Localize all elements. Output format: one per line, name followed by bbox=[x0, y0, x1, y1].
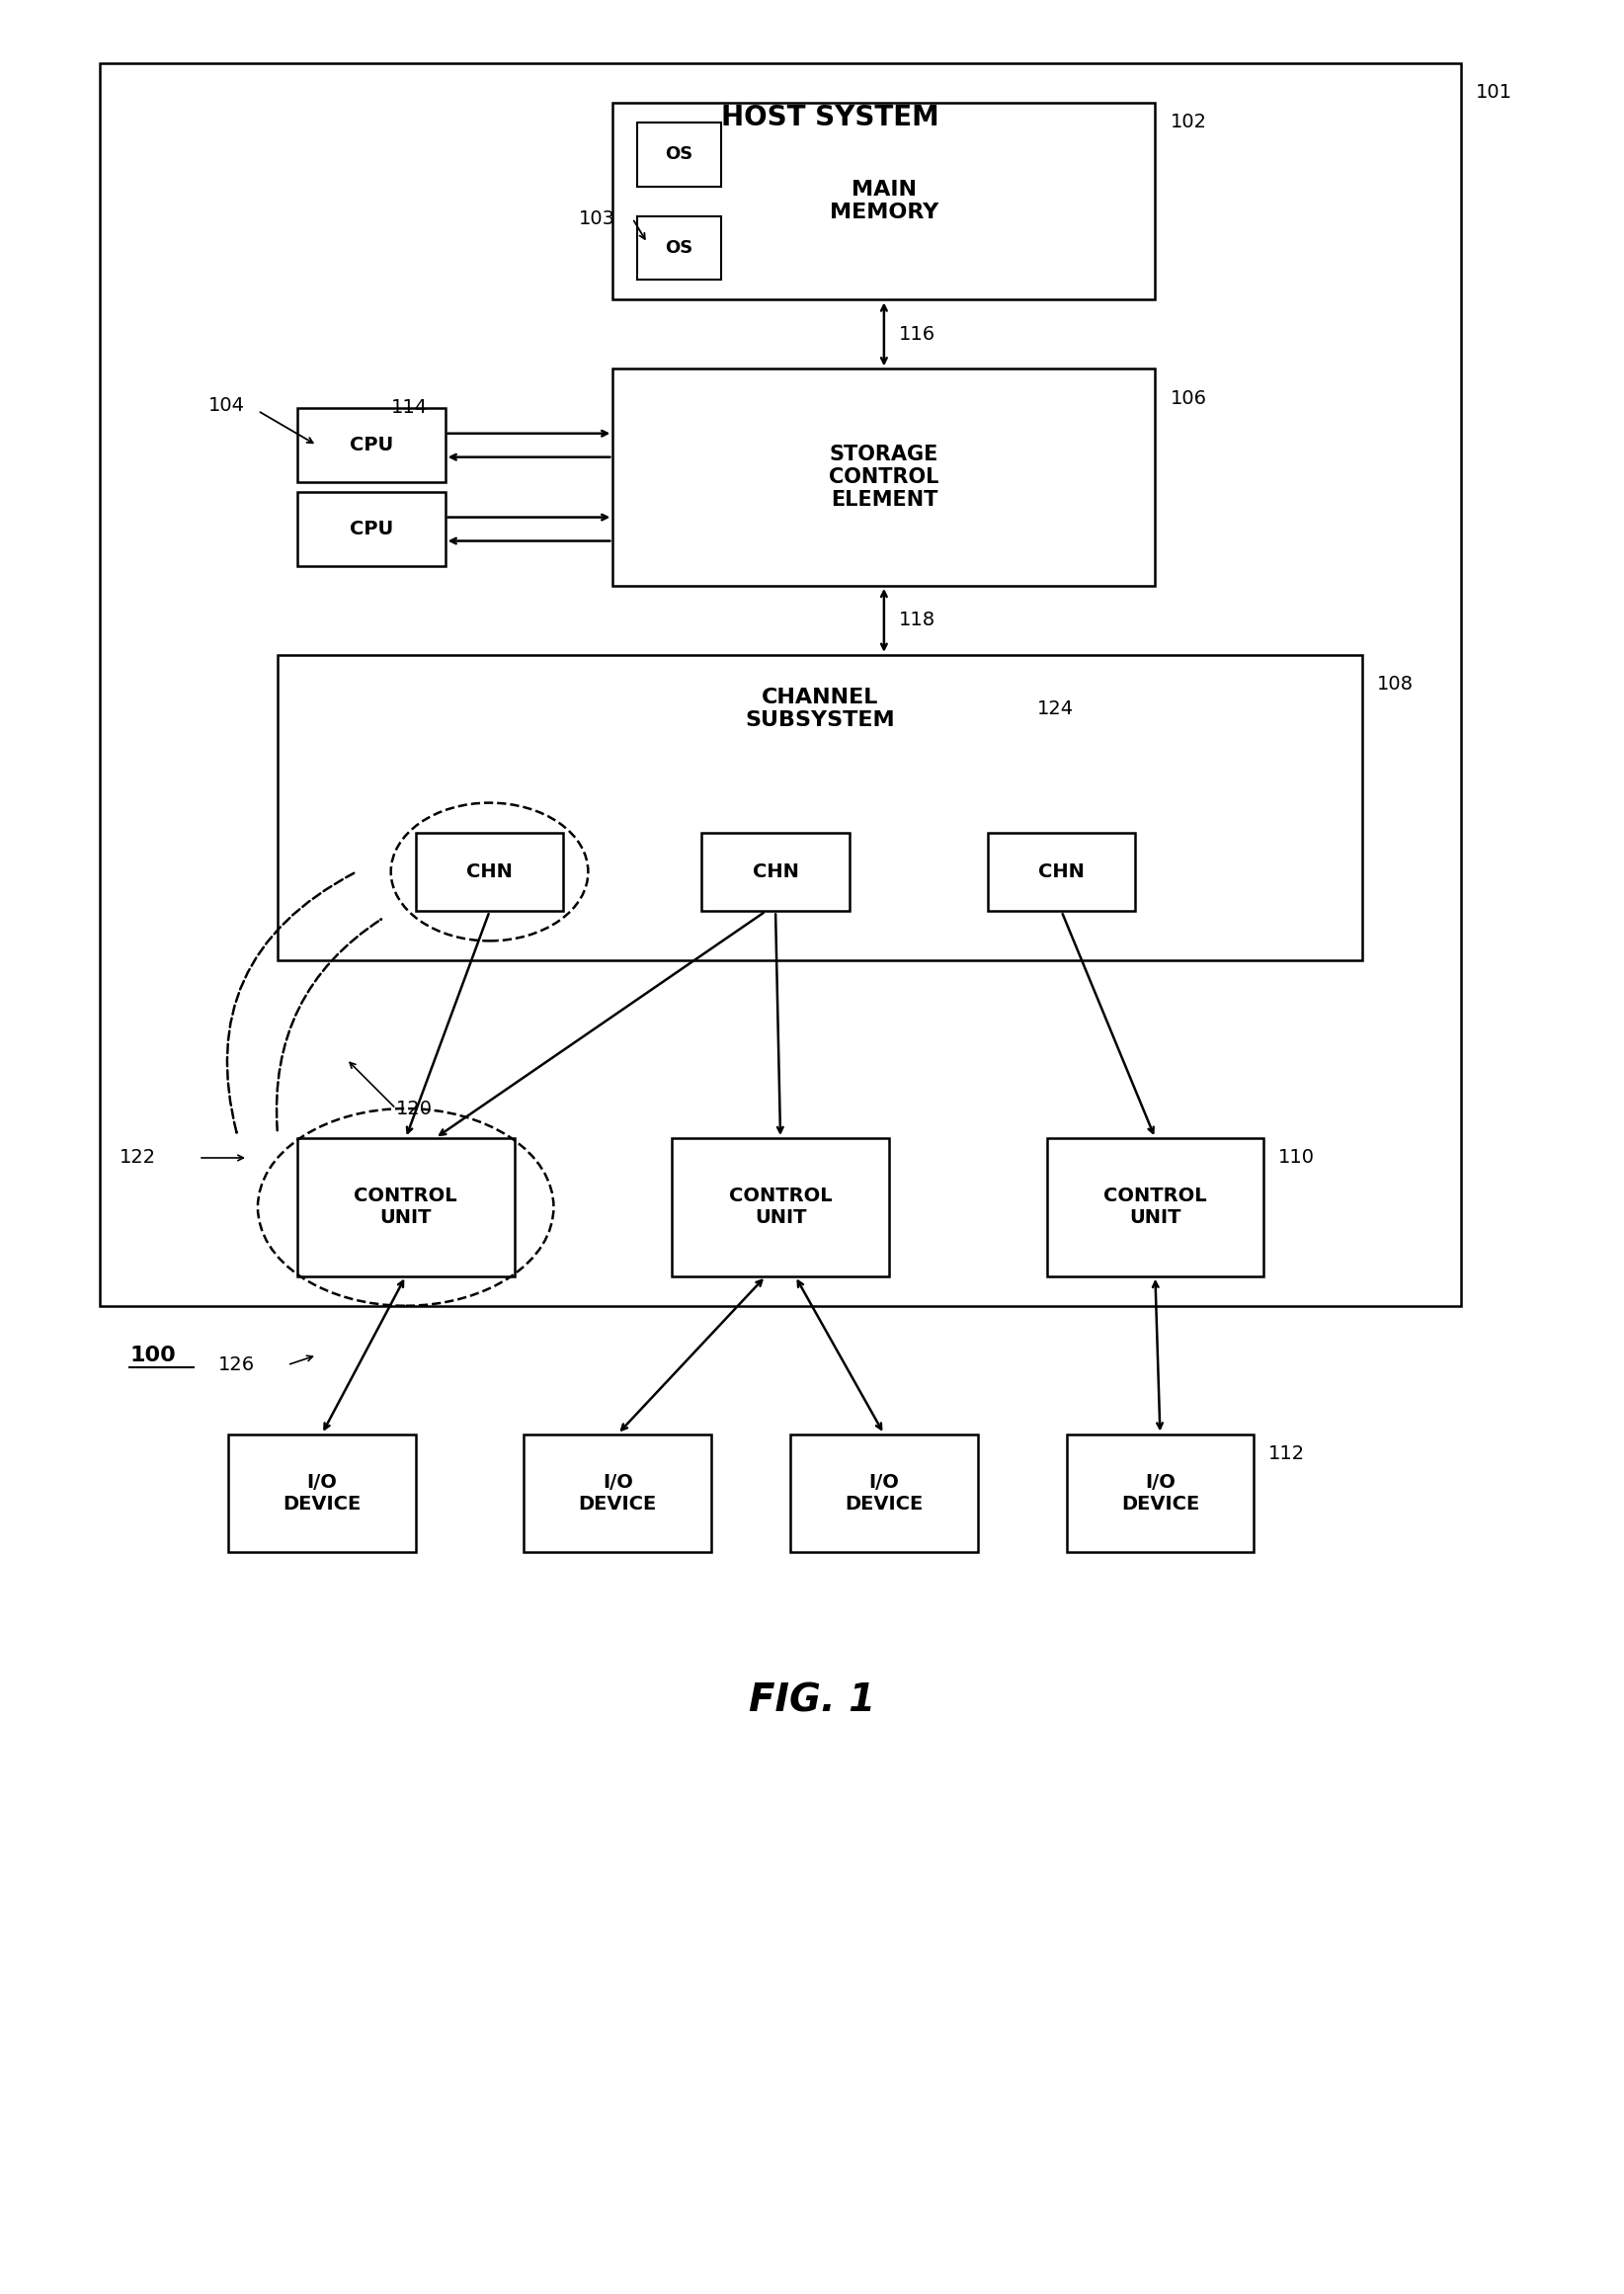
Text: CPU: CPU bbox=[349, 436, 393, 454]
Text: 102: 102 bbox=[1169, 112, 1207, 131]
Text: 110: 110 bbox=[1278, 1149, 1315, 1168]
Text: CHN: CHN bbox=[752, 863, 799, 881]
Text: 101: 101 bbox=[1476, 83, 1512, 101]
FancyBboxPatch shape bbox=[278, 654, 1363, 961]
Text: CONTROL
UNIT: CONTROL UNIT bbox=[354, 1186, 458, 1227]
FancyBboxPatch shape bbox=[987, 833, 1135, 911]
FancyBboxPatch shape bbox=[416, 833, 564, 911]
Text: 106: 106 bbox=[1169, 390, 1207, 408]
Text: FIG. 1: FIG. 1 bbox=[749, 1682, 875, 1718]
Text: OS: OS bbox=[666, 239, 693, 257]
Text: 120: 120 bbox=[396, 1099, 432, 1117]
FancyBboxPatch shape bbox=[672, 1138, 888, 1275]
FancyBboxPatch shape bbox=[1047, 1138, 1263, 1275]
Text: I/O
DEVICE: I/O DEVICE bbox=[844, 1473, 922, 1514]
Text: 100: 100 bbox=[130, 1344, 175, 1365]
FancyBboxPatch shape bbox=[1067, 1434, 1254, 1553]
Text: I/O
DEVICE: I/O DEVICE bbox=[283, 1473, 361, 1514]
Text: 108: 108 bbox=[1377, 674, 1413, 693]
Text: CPU: CPU bbox=[349, 521, 393, 539]
Text: CHN: CHN bbox=[466, 863, 513, 881]
FancyBboxPatch shape bbox=[612, 369, 1155, 585]
Text: 112: 112 bbox=[1268, 1445, 1306, 1464]
Text: CHANNEL
SUBSYSTEM: CHANNEL SUBSYSTEM bbox=[745, 688, 895, 729]
FancyBboxPatch shape bbox=[525, 1434, 711, 1553]
Text: MAIN
MEMORY: MAIN MEMORY bbox=[830, 179, 939, 223]
Text: STORAGE
CONTROL
ELEMENT: STORAGE CONTROL ELEMENT bbox=[828, 445, 939, 509]
Text: I/O
DEVICE: I/O DEVICE bbox=[578, 1473, 656, 1514]
FancyBboxPatch shape bbox=[791, 1434, 978, 1553]
Text: 104: 104 bbox=[208, 397, 245, 415]
Text: 122: 122 bbox=[120, 1149, 156, 1168]
Text: 116: 116 bbox=[898, 326, 935, 344]
FancyBboxPatch shape bbox=[229, 1434, 416, 1553]
Text: OS: OS bbox=[666, 145, 693, 163]
FancyArrowPatch shape bbox=[276, 920, 382, 1131]
Text: CHN: CHN bbox=[1038, 863, 1085, 881]
Text: 118: 118 bbox=[898, 610, 935, 631]
Text: 124: 124 bbox=[1036, 700, 1073, 718]
Text: CONTROL
UNIT: CONTROL UNIT bbox=[729, 1186, 831, 1227]
Text: CONTROL
UNIT: CONTROL UNIT bbox=[1104, 1186, 1207, 1227]
FancyBboxPatch shape bbox=[297, 1138, 515, 1275]
FancyBboxPatch shape bbox=[297, 493, 445, 567]
Text: 126: 126 bbox=[218, 1356, 255, 1374]
FancyBboxPatch shape bbox=[638, 122, 721, 186]
FancyBboxPatch shape bbox=[297, 408, 445, 482]
FancyArrowPatch shape bbox=[227, 874, 354, 1133]
FancyBboxPatch shape bbox=[638, 216, 721, 280]
Text: 103: 103 bbox=[578, 209, 615, 227]
Text: HOST SYSTEM: HOST SYSTEM bbox=[721, 103, 939, 131]
Text: I/O
DEVICE: I/O DEVICE bbox=[1121, 1473, 1199, 1514]
FancyBboxPatch shape bbox=[702, 833, 849, 911]
FancyBboxPatch shape bbox=[612, 103, 1155, 301]
Text: 114: 114 bbox=[391, 399, 427, 418]
